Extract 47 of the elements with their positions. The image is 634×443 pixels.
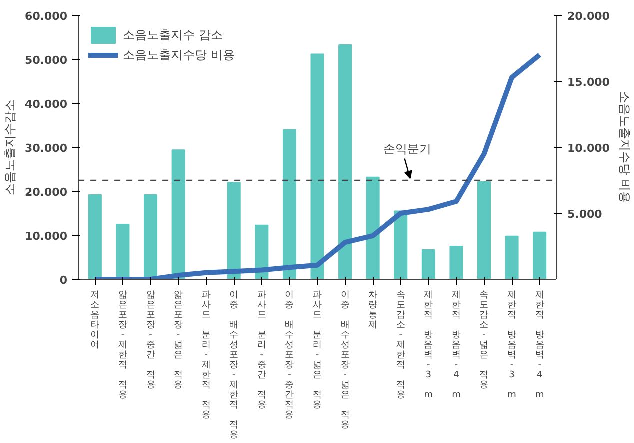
category-label: 이중 배수성포장-제한적 적용 — [230, 290, 239, 440]
bar — [88, 194, 102, 280]
bar — [255, 224, 269, 280]
bar — [505, 236, 519, 280]
category-label: 제한적 방음벽-4 m — [452, 290, 461, 400]
y2-tick-label: 10.000 — [568, 142, 610, 155]
y-tick-label: 60.000 — [25, 10, 68, 23]
bar — [338, 44, 352, 280]
category-label: 제한적 방음벽-3 m — [424, 290, 434, 400]
y2-axis-title: 소음노출지수당 비용 — [618, 92, 632, 204]
legend-label: 소음노출지수당 비용 — [123, 46, 235, 64]
bar — [533, 232, 547, 280]
bar — [394, 210, 408, 280]
category-label: 파사드 분리-제한적 적용 — [202, 290, 211, 420]
y-tick-label: 30.000 — [25, 142, 68, 155]
y-tick-label: 20.000 — [25, 186, 68, 199]
category-label: 이중 배수성포장-넓은 적용 — [340, 290, 350, 430]
y-axis-title: 소음노출지수감소 — [3, 100, 18, 196]
bar — [227, 182, 241, 280]
category-label: 제한적 방음벽-3 m — [508, 290, 517, 400]
bar — [366, 176, 380, 280]
category-label: 얇은포장-넓은 적용 — [174, 290, 184, 390]
y-tick-label: 50.000 — [25, 54, 68, 67]
legend-label: 소음노출지수 감소 — [123, 26, 223, 44]
category-label: 얇은포장-제한적 적용 — [118, 290, 128, 400]
bar — [477, 181, 491, 280]
category-label: 파사드 분리-중간 적용 — [257, 290, 266, 410]
category-label: 이중 배수성포장-중간적용 — [285, 290, 294, 420]
y-tick-label: 0 — [60, 274, 68, 287]
category-label: 제한적 방음벽-4 m — [535, 290, 544, 400]
x-tick-label: 저소음타이어 — [90, 290, 100, 350]
category-label: 속도감소-제한적 적용 — [396, 290, 406, 400]
bar — [172, 150, 186, 280]
category-label: 속도감소-넓은 적용 — [480, 290, 489, 390]
bar — [422, 250, 436, 280]
category-label: 파사드 분리-넓은 적용 — [313, 290, 322, 410]
y2-tick-label: 5.000 — [568, 208, 603, 221]
ref-line-label: 손익분기 — [384, 142, 432, 156]
y-tick-label: 40.000 — [25, 98, 68, 111]
bar — [310, 54, 324, 280]
y-tick-label: 10.000 — [25, 230, 68, 243]
y2-tick-label: 20.000 — [568, 10, 610, 23]
bar — [450, 246, 464, 280]
x-tick-label: 차량통제 — [368, 290, 378, 330]
category-label: 얇은포장-중간 적용 — [146, 290, 156, 390]
y2-tick-label: 15.000 — [568, 76, 610, 89]
bar — [282, 129, 296, 280]
